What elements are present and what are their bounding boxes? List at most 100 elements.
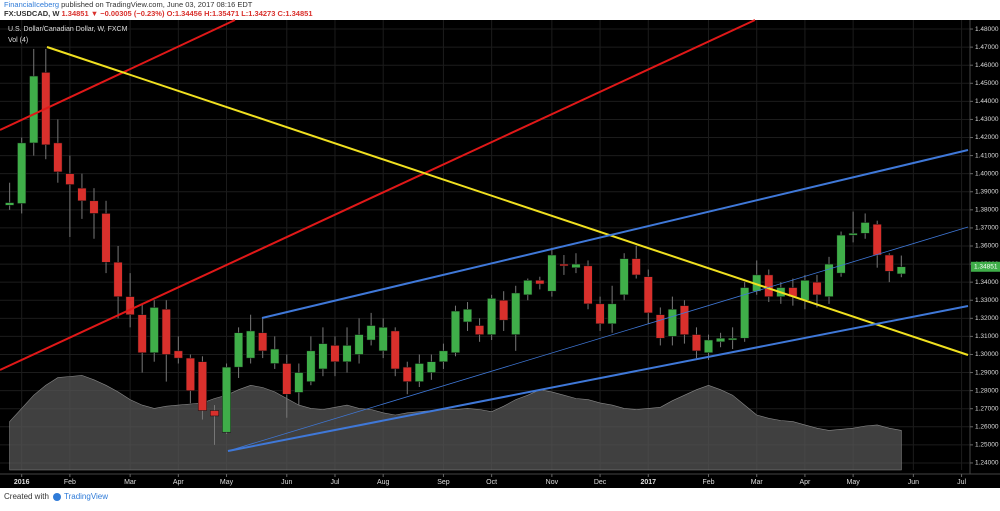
candle-body (499, 299, 509, 321)
y-tick-label: 1.45000 (975, 80, 999, 87)
x-tick-label: Jun (908, 479, 919, 486)
x-tick-label: Jul (331, 479, 340, 486)
candle-body (704, 339, 713, 353)
author[interactable]: FinancialIceberg (4, 0, 59, 9)
logo (53, 493, 61, 501)
candle-body (234, 332, 244, 368)
candle-body (451, 310, 460, 353)
y-tick-label: 1.34000 (975, 279, 999, 286)
last-price-label: 1.34851 (974, 263, 998, 270)
trend-lines (0, 19, 969, 452)
axes: 1.24000 1.25000 1.26000 1.27000 1.28000 1.290… (14, 26, 1000, 486)
x-tick-label: Jun (281, 479, 292, 486)
last: 1.34851 (62, 9, 89, 18)
y-tick-label: 1.40000 (975, 170, 999, 177)
x-tick-label: Feb (702, 479, 714, 486)
candle-body (246, 330, 256, 359)
volume-layer (9, 375, 902, 471)
candle-body (77, 187, 87, 202)
x-tick-label: May (220, 479, 234, 486)
y-tick-label: 1.44000 (975, 98, 999, 105)
x-tick-label: Feb (64, 479, 76, 486)
volume-area (9, 375, 902, 471)
candle-body (848, 233, 858, 236)
change: ▼ −0.00305 (−0.23%) (91, 9, 165, 18)
candle-body (149, 307, 159, 353)
candle-body (438, 350, 448, 362)
candle-body (113, 262, 123, 297)
candle-body (595, 303, 605, 324)
candle-body (5, 202, 15, 206)
footer-brand[interactable]: TradingView (64, 492, 108, 501)
candle-body (872, 224, 882, 256)
candle-body (101, 213, 111, 263)
y-tick-label: 1.39000 (975, 188, 999, 195)
x-tick-label: 2017 (640, 479, 656, 486)
published: published on TradingView.com, June 03, 2… (61, 0, 253, 9)
candle-body (535, 280, 545, 285)
x-tick-label: Oct (486, 479, 497, 486)
candle-body (53, 142, 63, 173)
candle-body (511, 292, 521, 335)
trend-line (46, 46, 969, 356)
y-tick-label: 1.41000 (975, 152, 999, 159)
y-tick-label: 1.31000 (975, 333, 999, 340)
y-tick-label: 1.46000 (975, 62, 999, 69)
y-tick-label: 1.36000 (975, 243, 999, 250)
candle-body (330, 345, 340, 362)
candle-body (318, 343, 328, 370)
candle-body (667, 309, 677, 337)
y-tick-label: 1.26000 (975, 424, 999, 431)
x-tick-label: Aug (377, 479, 390, 486)
candle-body (210, 410, 219, 417)
candle-body (197, 361, 207, 411)
trend-line (227, 226, 969, 452)
y-tick-label: 1.43000 (975, 116, 999, 123)
candle-body (740, 287, 750, 339)
candle-body (728, 337, 738, 341)
candle-body (559, 263, 569, 267)
candle-body (824, 263, 834, 297)
trend-line (261, 149, 969, 319)
x-tick-label: May (847, 479, 861, 486)
candle-body (173, 350, 183, 359)
candles (5, 48, 906, 445)
footer-created: Created with (4, 492, 49, 501)
candle-body (222, 366, 232, 433)
candle-body (390, 330, 400, 370)
y-tick-label: 1.38000 (975, 207, 999, 214)
candle-body (414, 363, 424, 382)
candle-body (523, 280, 533, 296)
candle-body (860, 222, 870, 234)
candle-body (679, 305, 689, 335)
candle-body (812, 281, 822, 296)
footer-bg (0, 488, 1000, 506)
candle-body (463, 309, 472, 323)
candle-body (354, 334, 364, 355)
x-tick-label: Jul (957, 479, 966, 486)
candle-body (258, 332, 268, 352)
candle-body (764, 274, 774, 297)
candle-body (643, 276, 653, 314)
volume-legend: Vol (4) (8, 37, 28, 44)
candle-body (366, 325, 376, 341)
candle-body (125, 296, 135, 315)
trend-line (0, 19, 756, 371)
candle-body (402, 366, 412, 382)
candle-body (884, 254, 894, 272)
y-tick-label: 1.28000 (975, 387, 999, 394)
y-tick-label: 1.25000 (975, 442, 999, 449)
x-tick-label: Apr (799, 479, 811, 486)
y-tick-label: 1.24000 (975, 460, 999, 467)
candle-body (692, 334, 701, 352)
candle-body (619, 258, 629, 296)
candle-body (342, 345, 352, 362)
candle-body (571, 263, 581, 268)
x-tick-label: Mar (124, 479, 137, 486)
trend-line (227, 305, 969, 452)
x-tick-label: 2016 (14, 479, 30, 486)
candle-body (487, 298, 497, 335)
candle-body (631, 258, 641, 276)
candle-body (378, 327, 388, 352)
